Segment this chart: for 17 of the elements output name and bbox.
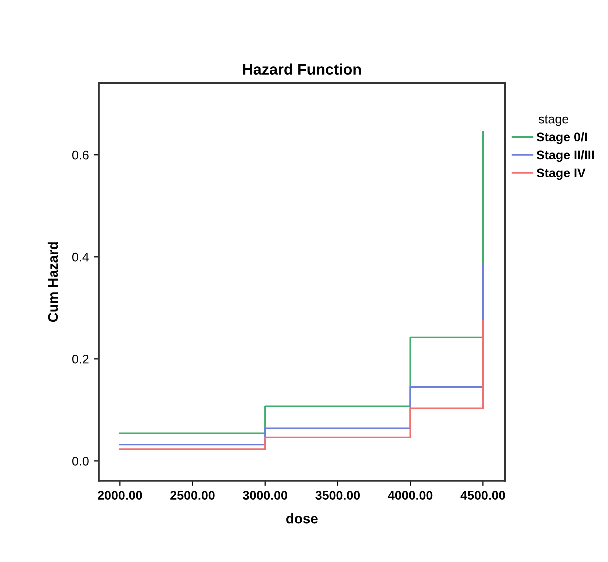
x-tick-label: 3000.00	[243, 491, 288, 500]
y-tick-label: 0.6	[72, 150, 89, 160]
y-tick-label: 0.0	[72, 456, 89, 466]
y-tick-label: 0.2	[72, 354, 89, 364]
y-axis-title: Cum Hazard	[48, 242, 58, 322]
x-tick-label: 2500.00	[170, 491, 215, 500]
legend-label: Stage II/III	[536, 150, 594, 162]
x-tick-label: 3500.00	[316, 491, 360, 500]
legend-label: Stage 0/I	[536, 132, 588, 144]
chart-title: Hazard Function	[243, 64, 362, 75]
legend-label: Stage IV	[536, 168, 586, 180]
x-tick-label: 4500.00	[460, 491, 506, 500]
legend-title: stage	[538, 116, 569, 126]
x-tick-label: 2000.00	[98, 491, 142, 500]
y-tick-label: 0.4	[72, 252, 90, 262]
x-tick-label: 4000.00	[388, 491, 433, 500]
x-axis-title: dose	[286, 514, 318, 524]
